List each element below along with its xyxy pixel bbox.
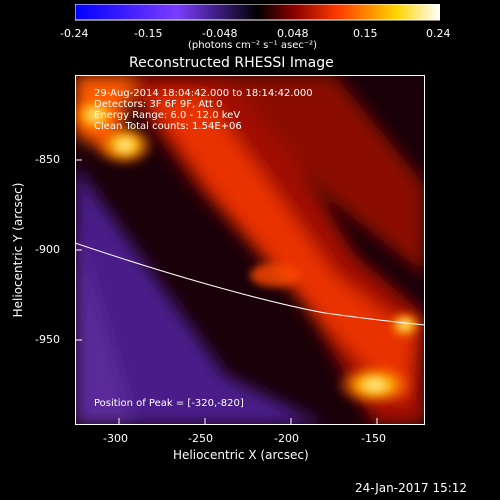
colorbar-tick-5: 0.15: [353, 27, 378, 40]
colorbar-units: (photons cm⁻² s⁻¹ asec⁻²): [188, 40, 318, 51]
y-tick-2: -900: [35, 243, 60, 256]
colorbar-tick-3: -0.048: [202, 27, 238, 40]
info-line-energy: Energy Range: 6.0 - 12.0 keV: [94, 110, 241, 121]
colorbar-tick-4: 0.048: [277, 27, 309, 40]
info-line-detectors: Detectors: 3F 6F 9F, Att 0: [94, 99, 223, 110]
x-tick-4: -150: [361, 432, 386, 445]
x-tick-1: -300: [103, 432, 128, 445]
info-block: 29-Aug-2014 18:04:42.000 to 18:14:42.000…: [94, 88, 313, 132]
x-tick-3: -200: [274, 432, 299, 445]
colorbar-tick-6: 0.24: [426, 27, 451, 40]
image-title: Reconstructed RHESSI Image: [129, 55, 334, 71]
colorbar-tick-1: -0.24: [60, 27, 89, 40]
timestamp: 24-Jan-2017 15:12: [355, 481, 468, 495]
x-axis-label: Heliocentric X (arcsec): [173, 448, 309, 462]
x-tick-2: -250: [188, 432, 213, 445]
y-tick-1: -850: [35, 153, 60, 166]
peak-position: Position of Peak = [-320,-820]: [94, 398, 244, 409]
solar-map: [75, 75, 425, 425]
y-tick-3: -950: [35, 333, 60, 346]
info-line-time: 29-Aug-2014 18:04:42.000 to 18:14:42.000: [94, 88, 313, 99]
colorbar: [75, 4, 440, 21]
info-line-counts: Clean Total counts: 1.54E+06: [94, 121, 242, 132]
colorbar-tick-2: -0.15: [134, 27, 163, 40]
y-axis-label: Heliocentric Y (arcsec): [11, 182, 25, 318]
